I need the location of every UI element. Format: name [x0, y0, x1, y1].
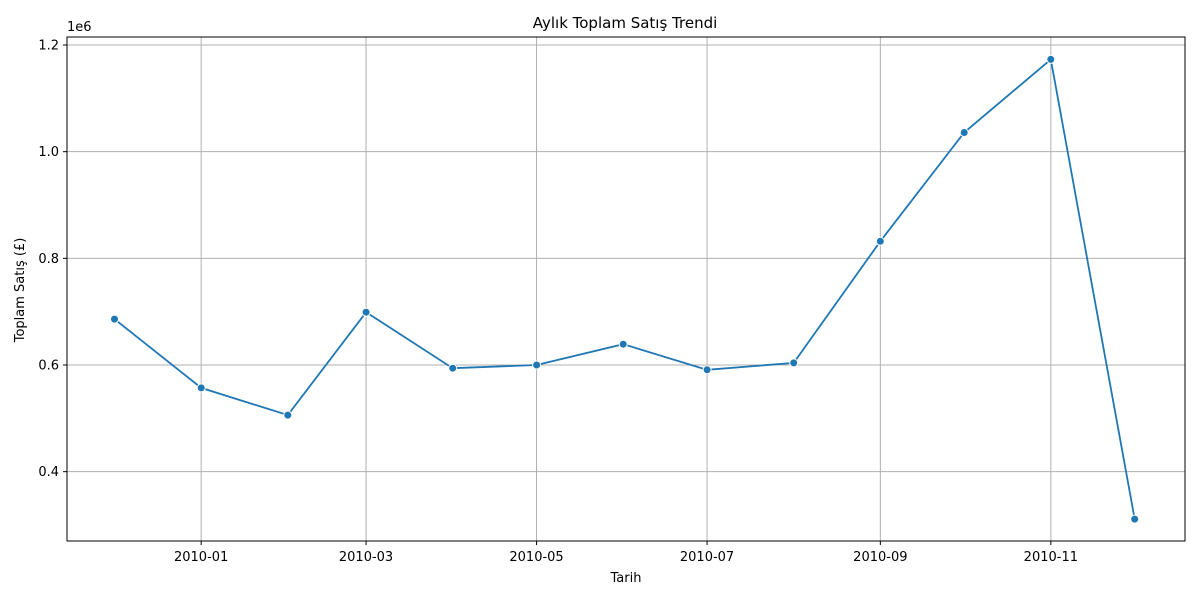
y-tick-label: 1.0 [38, 145, 59, 160]
x-tick-label: 2010-05 [509, 550, 563, 565]
x-tick-label: 2010-11 [1024, 550, 1078, 565]
data-point [1130, 514, 1140, 524]
y-tick-label: 0.6 [38, 359, 59, 374]
x-axis-label: Tarih [610, 571, 642, 586]
data-point [875, 236, 885, 246]
data-point [110, 314, 119, 324]
data-point [283, 410, 293, 420]
y-tick-label: 1.2 [38, 39, 59, 54]
data-point [1046, 54, 1056, 64]
series-layer [110, 54, 1140, 524]
chart-title: Aylık Toplam Satış Trendi [533, 14, 718, 32]
data-point [196, 383, 206, 393]
series-line [113, 57, 1136, 520]
y-axis-label: Toplam Satış (£) [13, 238, 28, 344]
x-tick-label: 2010-09 [853, 550, 907, 565]
tick-layer: 2010-01 2010-03 2010-05 2010-07 2010-09 2010-… [38, 39, 1078, 566]
x-tick-label: 2010-03 [339, 550, 393, 565]
y-offset-label: 1e6 [67, 20, 92, 35]
data-point [789, 358, 799, 368]
data-point [361, 307, 371, 317]
plot-frame [66, 36, 1186, 542]
y-tick-label: 0.8 [38, 252, 59, 267]
data-point [532, 360, 542, 370]
data-point [959, 128, 969, 137]
data-point [448, 363, 458, 373]
x-tick-label: 2010-07 [680, 550, 734, 565]
grid-lines [67, 37, 1185, 541]
x-tick-label: 2010-01 [174, 550, 228, 565]
y-tick-label: 0.4 [38, 465, 59, 480]
data-point [618, 339, 628, 349]
data-point [702, 365, 712, 375]
